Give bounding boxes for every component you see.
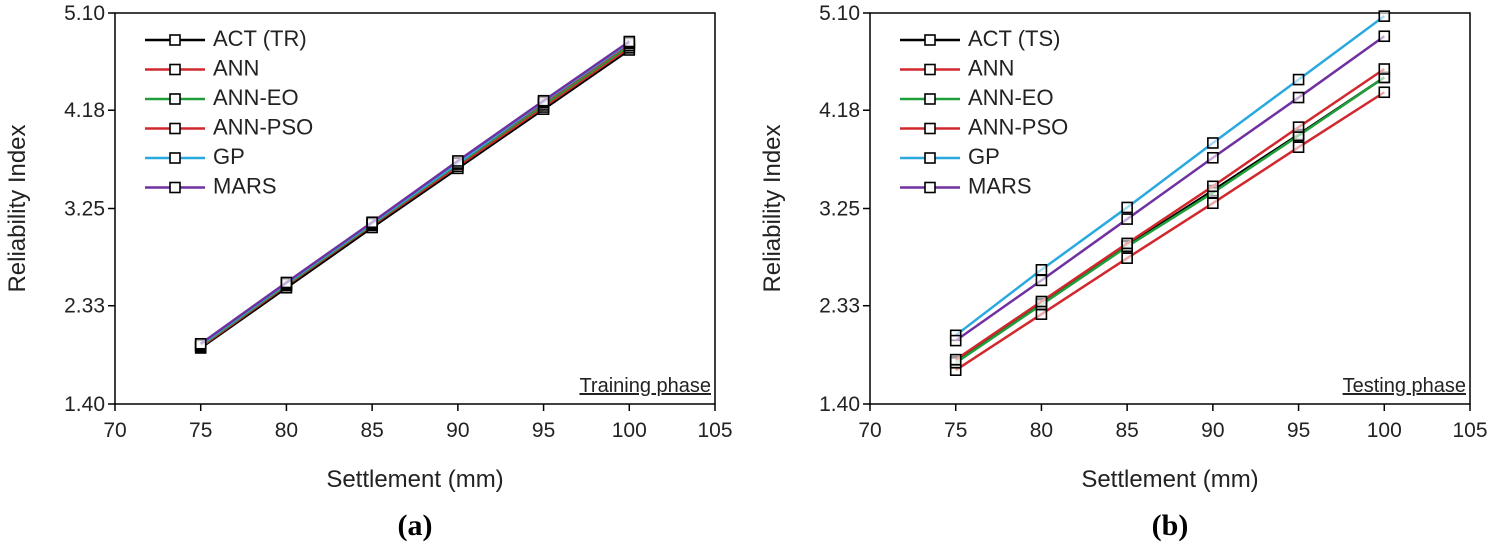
legend-label: GP: [968, 144, 1000, 169]
legend-marker: [924, 34, 936, 46]
marker: [1121, 201, 1133, 214]
x-tick-label: 75: [189, 419, 212, 442]
marker: [1121, 252, 1133, 264]
y-tick-label: 4.18: [64, 99, 105, 122]
legend-label: ACT (TR): [213, 26, 307, 51]
x-tick-label: 105: [697, 419, 732, 442]
marker: [1292, 141, 1305, 154]
y-tick-label: 3.25: [64, 198, 105, 221]
legend-label: ANN-PSO: [213, 114, 313, 139]
x-tick-label: 85: [360, 419, 383, 442]
marker: [194, 337, 207, 350]
y-tick-label: 1.40: [819, 393, 860, 416]
marker: [1378, 86, 1391, 99]
y-tick-label: 2.33: [64, 295, 105, 318]
marker: [452, 155, 464, 167]
series-line: [955, 91, 1385, 372]
y-tick-label: 5.10: [819, 2, 860, 25]
x-tick-label: 100: [612, 419, 647, 442]
legend-marker: [924, 181, 936, 194]
marker: [1035, 295, 1048, 308]
x-tick-label: 95: [1287, 419, 1310, 442]
marker: [1378, 30, 1391, 43]
series-line: [199, 48, 630, 350]
x-tick-label: 105: [1452, 419, 1487, 442]
y-tick-label: 1.40: [64, 393, 105, 416]
x-axis-label: Settlement (mm): [326, 466, 503, 493]
series-line: [199, 40, 630, 345]
panel-caption: (a): [398, 509, 433, 542]
x-tick-label: 70: [103, 419, 126, 442]
legend-marker: [924, 93, 936, 105]
marker: [1035, 274, 1048, 287]
legend-marker: [169, 93, 181, 105]
panel-caption: (b): [1152, 509, 1189, 542]
marker: [1292, 91, 1305, 104]
legend-marker: [169, 34, 181, 46]
marker: [1292, 121, 1305, 133]
x-tick-label: 90: [1201, 419, 1224, 442]
legend-marker: [169, 63, 181, 76]
marker: [1035, 263, 1048, 276]
legend-label: MARS: [968, 173, 1032, 198]
marker: [949, 334, 962, 347]
legend-label: ANN: [213, 55, 259, 80]
marker: [1207, 197, 1219, 210]
y-axis-label: Reliability Index: [4, 124, 31, 292]
series-line: [955, 76, 1385, 364]
legend-label: ANN: [968, 55, 1014, 80]
legend-marker: [924, 152, 936, 164]
y-tick-label: 3.25: [819, 198, 860, 221]
x-tick-label: 100: [1367, 419, 1402, 442]
x-tick-label: 75: [944, 419, 967, 442]
x-tick-label: 95: [532, 419, 555, 442]
legend-marker: [169, 122, 181, 135]
x-tick-label: 70: [858, 419, 881, 442]
legend-marker: [924, 122, 936, 135]
marker: [280, 276, 293, 289]
series-line: [954, 15, 1386, 337]
legend-label: GP: [213, 144, 245, 169]
x-tick-label: 90: [446, 419, 469, 442]
marker: [1121, 213, 1133, 225]
legend-label: ANN-EO: [968, 85, 1054, 110]
legend-marker: [169, 152, 181, 164]
legend-label: ACT (TS): [968, 26, 1060, 51]
marker: [537, 94, 550, 107]
annotation: Testing phase: [1343, 375, 1466, 397]
series-line: [954, 35, 1386, 342]
legend-label: ANN-EO: [213, 85, 299, 110]
marker: [1207, 151, 1219, 164]
marker: [949, 353, 962, 366]
x-axis-label: Settlement (mm): [1081, 466, 1258, 493]
marker: [1207, 137, 1219, 149]
y-axis-label: Reliability Index: [759, 124, 786, 292]
y-tick-label: 2.33: [819, 295, 860, 318]
marker: [623, 35, 636, 48]
marker: [1121, 237, 1133, 250]
legend-label: ANN-PSO: [968, 114, 1068, 139]
legend-marker: [924, 63, 936, 76]
x-tick-label: 80: [1030, 419, 1053, 442]
marker: [1207, 180, 1219, 193]
marker: [1292, 73, 1305, 86]
x-tick-label: 80: [275, 419, 298, 442]
annotation: Training phase: [579, 375, 711, 397]
marker: [1035, 308, 1048, 320]
series-line: [955, 67, 1385, 361]
legend-label: MARS: [213, 173, 277, 198]
y-tick-label: 5.10: [64, 2, 105, 25]
legend-marker: [169, 181, 181, 194]
y-tick-label: 4.18: [819, 99, 860, 122]
marker: [1378, 63, 1391, 75]
marker: [1378, 10, 1391, 22]
x-tick-label: 85: [1115, 419, 1138, 442]
marker: [366, 216, 378, 229]
